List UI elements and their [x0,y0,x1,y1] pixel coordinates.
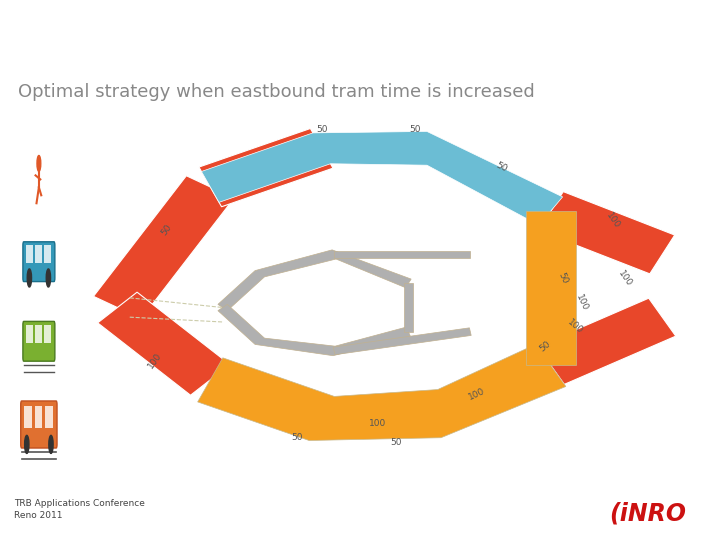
Circle shape [27,269,32,287]
Polygon shape [218,250,411,310]
FancyBboxPatch shape [23,242,55,281]
Text: 100: 100 [616,269,634,288]
Polygon shape [333,328,471,355]
Bar [27,245,33,264]
Bar [45,407,53,428]
Bar [35,245,42,264]
Text: 100: 100 [566,318,585,336]
Text: 50: 50 [160,223,174,238]
FancyBboxPatch shape [23,321,55,361]
Text: 50: 50 [537,339,552,353]
FancyBboxPatch shape [21,401,57,448]
Bar [35,407,42,428]
Polygon shape [98,292,230,395]
Text: 50: 50 [494,161,508,174]
Polygon shape [404,284,413,332]
Text: 100: 100 [467,387,486,402]
Circle shape [46,269,50,287]
Text: (iNRO: (iNRO [610,501,686,525]
Text: 50: 50 [409,125,420,133]
Bar [44,245,50,264]
Circle shape [49,435,53,454]
Text: 100: 100 [604,211,621,231]
Circle shape [37,156,41,171]
Circle shape [24,435,29,454]
Polygon shape [334,251,470,258]
Text: Optimal strategy when eastbound tram time is increased: Optimal strategy when eastbound tram tim… [18,83,535,101]
Text: 100: 100 [369,419,386,428]
Polygon shape [94,176,234,319]
Text: 50: 50 [291,433,302,442]
Polygon shape [202,131,562,225]
Text: 50: 50 [390,438,402,447]
Bar [35,325,42,343]
Polygon shape [537,298,676,384]
Polygon shape [218,305,410,356]
Polygon shape [198,345,566,441]
Text: 50: 50 [316,125,328,133]
Bar [24,407,32,428]
Text: 100: 100 [574,293,590,313]
Polygon shape [539,192,675,274]
Text: Distribution of Flow – Increased Tram Time: Distribution of Flow – Increased Tram Ti… [18,26,688,55]
Polygon shape [199,129,333,207]
Bar [27,325,33,343]
Bar [44,325,50,343]
Text: 50: 50 [557,272,570,286]
Text: TRB Applications Conference
Reno 2011: TRB Applications Conference Reno 2011 [14,500,145,521]
Polygon shape [526,211,575,366]
Text: 100: 100 [146,351,163,370]
